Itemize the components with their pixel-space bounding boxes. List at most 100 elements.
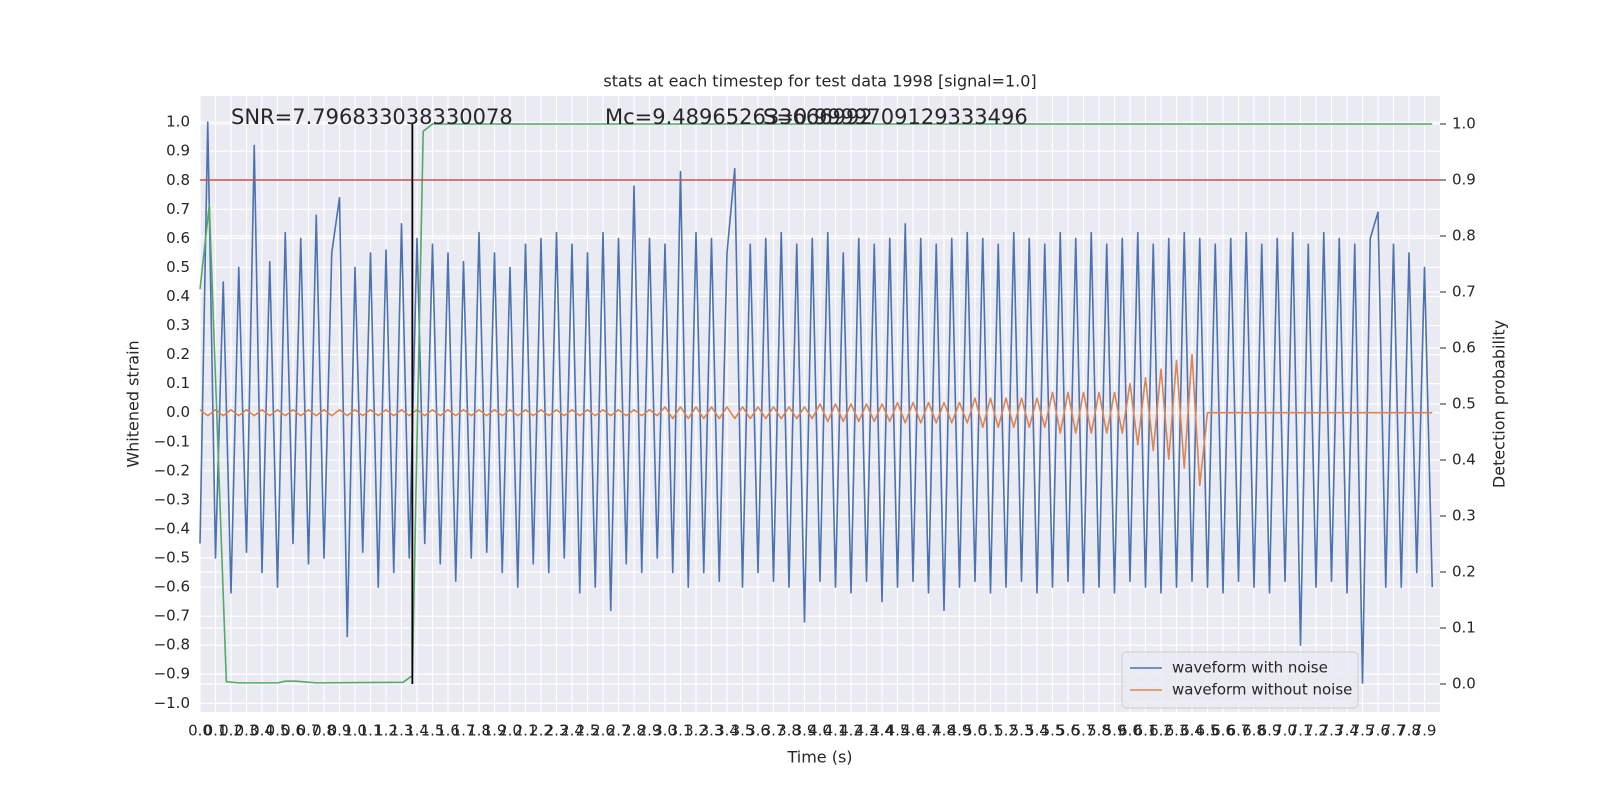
legend-box xyxy=(1121,651,1359,709)
x-tick-label: 6.1 xyxy=(1134,722,1158,740)
x-tick-label: 6.5 xyxy=(1196,722,1220,740)
y-tick-label: −0.3 xyxy=(154,490,190,508)
x-tick-label: 4.2 xyxy=(839,722,863,740)
x-tick-label: 5.6 xyxy=(1056,722,1080,740)
x-tick-label: 7.4 xyxy=(1335,722,1359,740)
x-tick-label: 1.8 xyxy=(467,722,491,740)
x-tick-label: 0.7 xyxy=(297,722,321,740)
y-tick-label: 0.8 xyxy=(166,171,190,189)
x-tick-label: 3.8 xyxy=(777,722,801,740)
y-tick-label: 0.5 xyxy=(166,258,190,276)
x-tick-label: 2.9 xyxy=(638,722,662,740)
y2-tick-label: 0.1 xyxy=(1452,619,1476,637)
x-tick-label: 4.1 xyxy=(824,722,848,740)
legend-label: waveform with noise xyxy=(1172,659,1328,677)
y-tick-label: −0.2 xyxy=(154,461,190,479)
mc-annotation: Mc=9.489652633666992 xyxy=(605,105,873,129)
x-tick-label: 7.3 xyxy=(1320,722,1344,740)
x-tick-label: 0.1 xyxy=(204,722,228,740)
ticks: 0.00.10.20.30.40.50.60.70.80.91.01.11.21… xyxy=(154,113,1476,740)
x-tick-label: 3.6 xyxy=(746,722,770,740)
y-tick-label: −0.7 xyxy=(154,607,190,625)
x-tick-label: 1.9 xyxy=(483,722,507,740)
x-tick-label: 6.6 xyxy=(1211,722,1235,740)
x-tick-label: 4.7 xyxy=(917,722,941,740)
x-tick-label: 3.2 xyxy=(684,722,708,740)
x-tick-label: 2.1 xyxy=(514,722,538,740)
x-tick-label: 4.6 xyxy=(901,722,925,740)
x-tick-label: 6.0 xyxy=(1118,722,1142,740)
x-tick-label: 3.0 xyxy=(653,722,677,740)
x-axis-label: Time (s) xyxy=(786,748,852,767)
x-tick-label: 2.8 xyxy=(622,722,646,740)
y2-tick-label: 1.0 xyxy=(1452,115,1476,133)
x-tick-label: 0.4 xyxy=(250,722,274,740)
y-axis-label: Whitened strain xyxy=(124,340,143,467)
x-tick-label: 4.3 xyxy=(855,722,879,740)
y2-tick-label: 0.7 xyxy=(1452,283,1476,301)
y2-tick-label: 0.9 xyxy=(1452,171,1476,189)
x-tick-label: 2.4 xyxy=(560,722,584,740)
y-tick-label: 0.3 xyxy=(166,316,190,334)
x-tick-label: 0.3 xyxy=(235,722,259,740)
y-tick-label: −0.6 xyxy=(154,578,190,596)
y-tick-label: 1.0 xyxy=(166,113,190,131)
x-tick-label: 1.6 xyxy=(436,722,460,740)
x-tick-label: 2.5 xyxy=(576,722,600,740)
y-tick-label: 0.7 xyxy=(166,200,190,218)
x-tick-label: 5.7 xyxy=(1072,722,1096,740)
x-tick-label: 5.0 xyxy=(963,722,987,740)
y2-tick-label: 0.2 xyxy=(1452,563,1476,581)
x-tick-label: 6.9 xyxy=(1258,722,1282,740)
series-line xyxy=(199,123,1433,684)
y-tick-label: 0.1 xyxy=(166,374,190,392)
y-tick-label: 0.9 xyxy=(166,142,190,160)
y-tick-label: −0.1 xyxy=(154,432,190,450)
x-tick-label: 7.5 xyxy=(1351,722,1375,740)
x-tick-label: 0.0 xyxy=(188,722,212,740)
x-tick-label: 6.7 xyxy=(1227,722,1251,740)
x-tick-label: 3.3 xyxy=(700,722,724,740)
x-tick-label: 0.8 xyxy=(312,722,336,740)
x-tick-label: 1.4 xyxy=(405,722,429,740)
x-tick-label: 1.1 xyxy=(359,722,383,740)
x-tick-label: 6.3 xyxy=(1165,722,1189,740)
x-tick-label: 2.0 xyxy=(498,722,522,740)
x-tick-label: 4.9 xyxy=(948,722,972,740)
x-tick-label: 7.1 xyxy=(1289,722,1313,740)
y-tick-label: 0.2 xyxy=(166,345,190,363)
y-tick-label: 0.0 xyxy=(166,403,190,421)
x-tick-label: 5.2 xyxy=(994,722,1018,740)
x-tick-label: 5.1 xyxy=(979,722,1003,740)
x-tick-label: 3.9 xyxy=(793,722,817,740)
x-tick-label: 4.0 xyxy=(808,722,832,740)
snr-annotation: SNR=7.796833038330078 xyxy=(231,105,513,129)
x-tick-label: 5.5 xyxy=(1041,722,1065,740)
x-tick-label: 3.7 xyxy=(762,722,786,740)
x-tick-label: 4.5 xyxy=(886,722,910,740)
x-tick-label: 0.5 xyxy=(266,722,290,740)
y-tick-label: 0.6 xyxy=(166,229,190,247)
legend-label: waveform without noise xyxy=(1172,681,1352,699)
y2-tick-label: 0.3 xyxy=(1452,507,1476,525)
y-tick-label: 0.4 xyxy=(166,287,190,305)
y-tick-label: −0.9 xyxy=(154,665,190,683)
x-tick-label: 1.2 xyxy=(374,722,398,740)
x-tick-label: 3.5 xyxy=(731,722,755,740)
x-tick-label: 2.6 xyxy=(591,722,615,740)
x-tick-label: 5.4 xyxy=(1025,722,1049,740)
x-tick-label: 1.3 xyxy=(390,722,414,740)
x-tick-label: 6.8 xyxy=(1242,722,1266,740)
y-tick-label: −0.4 xyxy=(154,519,190,537)
x-tick-label: 7.2 xyxy=(1304,722,1328,740)
y-tick-label: −0.5 xyxy=(154,549,190,567)
x-tick-label: 2.3 xyxy=(545,722,569,740)
x-tick-label: 7.7 xyxy=(1382,722,1406,740)
chart-title: stats at each timestep for test data 199… xyxy=(603,72,1036,91)
x-tick-label: 2.7 xyxy=(607,722,631,740)
x-tick-label: 5.3 xyxy=(1010,722,1034,740)
x-tick-label: 0.9 xyxy=(328,722,352,740)
x-tick-label: 5.9 xyxy=(1103,722,1127,740)
legend: waveform with noise waveform without nois… xyxy=(1121,651,1359,709)
